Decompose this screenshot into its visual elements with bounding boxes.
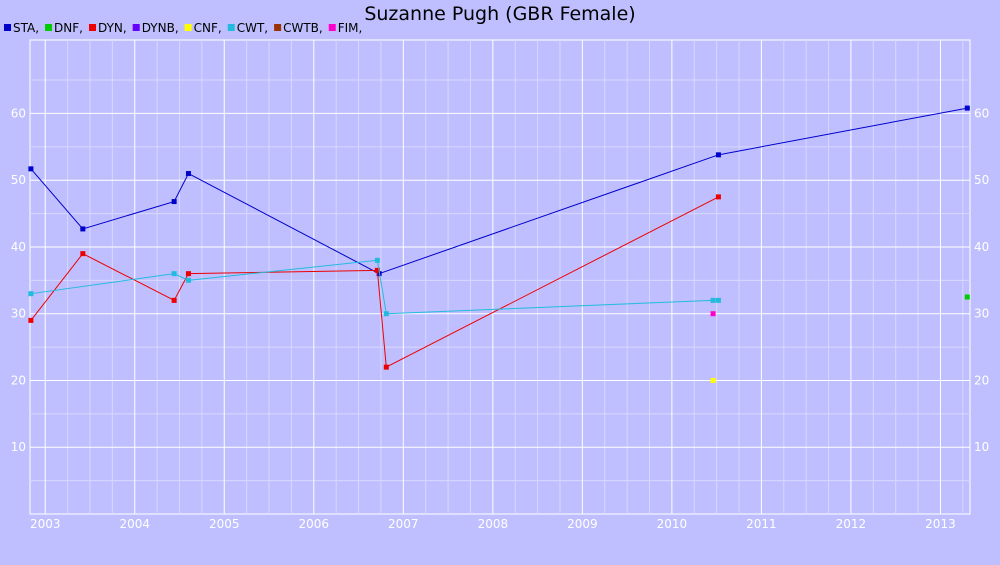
y-tick-label-right: 50 xyxy=(974,173,989,187)
legend-label-dnf: DNF, xyxy=(54,21,83,35)
data-point-dyn xyxy=(80,251,86,257)
data-point-cwt xyxy=(28,291,34,297)
data-point-dyn xyxy=(28,317,34,323)
x-tick-label: 2008 xyxy=(478,517,509,531)
y-tick-label-left: 30 xyxy=(11,307,26,321)
data-point-dyn xyxy=(185,271,191,277)
data-point-sta xyxy=(80,226,86,232)
axes: 2003 2004 2005 2006 2007 2008 2009 2010 2011 2012… xyxy=(11,106,990,531)
y-tick-label-right: 60 xyxy=(974,106,989,120)
data-point-sta xyxy=(185,171,191,177)
y-tick-label-left: 60 xyxy=(11,106,26,120)
x-tick-label: 2011 xyxy=(746,517,777,531)
x-tick-label: 2003 xyxy=(30,517,61,531)
data-point-dyn xyxy=(171,297,177,303)
data-point-cnf xyxy=(710,377,716,383)
legend-label-cnf: CNF, xyxy=(194,21,222,35)
legend-swatch-dynb xyxy=(132,24,140,31)
x-tick-label: 2004 xyxy=(119,517,150,531)
chart-title: Suzanne Pugh (GBR Female) xyxy=(364,3,635,25)
data-point-sta xyxy=(28,166,34,172)
series-line-dyn xyxy=(30,196,719,368)
x-tick-label: 2012 xyxy=(836,517,867,531)
y-tick-label-right: 40 xyxy=(974,240,989,254)
legend-swatch-dyn xyxy=(88,24,96,31)
data-point-cwt xyxy=(710,297,716,303)
legend-label-sta: STA, xyxy=(13,21,39,35)
y-tick-label-left: 10 xyxy=(11,440,26,454)
legend-swatch-fim xyxy=(328,24,336,31)
data-point-dnf xyxy=(964,294,970,300)
grid xyxy=(29,39,971,515)
data-point-dyn xyxy=(374,267,380,273)
x-tick-label: 2005 xyxy=(209,517,240,531)
series-line-sta xyxy=(30,107,968,275)
series-layer xyxy=(28,105,970,383)
x-tick-label: 2013 xyxy=(925,517,956,531)
data-point-cwt xyxy=(383,311,389,317)
y-tick-label-right: 10 xyxy=(974,440,989,454)
data-point-sta xyxy=(715,152,721,158)
legend-label-cwt: CWT, xyxy=(237,21,268,35)
x-tick-label: 2009 xyxy=(567,517,598,531)
legend-label-cwtb: CWTB, xyxy=(283,21,323,35)
data-point-sta xyxy=(964,105,970,111)
data-point-cwt xyxy=(171,271,177,277)
data-point-dyn xyxy=(715,194,721,200)
plot-frame xyxy=(29,39,971,515)
y-tick-label-right: 30 xyxy=(974,307,989,321)
legend-swatch-cwt xyxy=(227,24,235,31)
legend-swatch-dnf xyxy=(45,24,53,31)
legend-label-dyn: DYN, xyxy=(98,21,127,35)
data-point-fim xyxy=(710,311,716,317)
series-line-cwt xyxy=(30,259,719,315)
legend-label-dynb: DYNB, xyxy=(142,21,179,35)
y-tick-label-left: 50 xyxy=(11,173,26,187)
y-tick-label-left: 40 xyxy=(11,240,26,254)
y-tick-label-right: 20 xyxy=(974,373,989,387)
y-tick-label-left: 20 xyxy=(11,373,26,387)
data-point-dyn xyxy=(383,364,389,370)
data-point-cwt xyxy=(715,297,721,303)
legend-label-fim: FIM, xyxy=(338,21,363,35)
legend: STA, DNF, DYN, DYNB, CNF, CWT, CWTB, FIM, xyxy=(4,21,362,35)
legend-swatch-cnf xyxy=(184,24,192,31)
legend-swatch-cwtb xyxy=(274,24,282,31)
data-point-cwt xyxy=(374,257,380,263)
x-tick-label: 2006 xyxy=(299,517,330,531)
legend-swatch-sta xyxy=(4,24,11,31)
x-tick-label: 2010 xyxy=(657,517,688,531)
x-tick-label: 2007 xyxy=(388,517,419,531)
data-point-sta xyxy=(171,199,177,205)
data-point-cwt xyxy=(185,277,191,283)
